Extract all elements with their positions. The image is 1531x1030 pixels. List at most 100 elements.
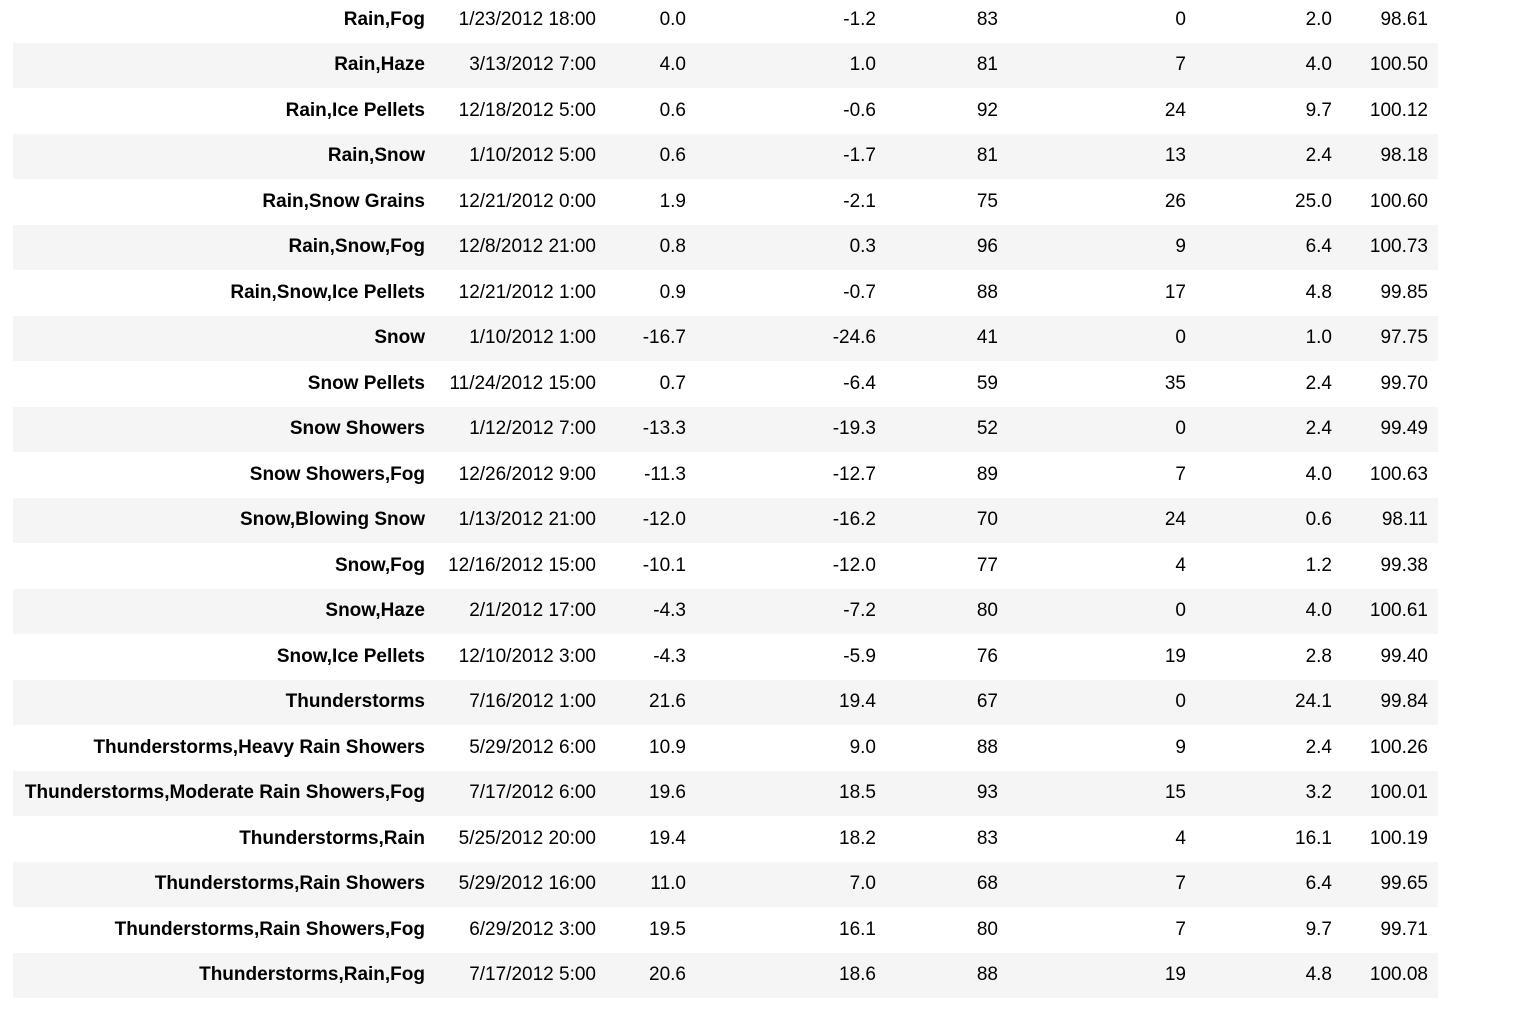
table-row: Snow Showers 1/12/2012 7:00 -13.3 -19.3 … xyxy=(13,406,1438,452)
temperature-cell: 21.6 xyxy=(649,691,686,713)
visibility-cell: 2.0 xyxy=(1305,8,1332,30)
table-row: Snow,Ice Pellets 12/10/2012 3:00 -4.3 -5… xyxy=(13,634,1438,680)
table-row: Rain,Snow,Ice Pellets 12/21/2012 1:00 0.… xyxy=(13,270,1438,316)
dew-point-cell: -16.2 xyxy=(832,509,876,531)
table-row: Thunderstorms,Rain Showers,Fog 6/29/2012… xyxy=(13,907,1438,953)
dew-point-cell: -24.6 xyxy=(832,327,876,349)
dew-point-cell: 1.0 xyxy=(849,54,876,76)
temperature-cell: -12.0 xyxy=(642,509,686,531)
row-index-label: Rain,Snow Grains xyxy=(262,190,425,212)
visibility-cell: 9.7 xyxy=(1305,99,1332,121)
row-index-label: Rain,Haze xyxy=(334,54,425,76)
pressure-cell: 99.85 xyxy=(1380,281,1428,303)
temperature-cell: 0.6 xyxy=(659,99,686,121)
humidity-cell: 70 xyxy=(976,509,998,531)
wind-speed-cell: 26 xyxy=(1164,190,1186,212)
table-row: Thunderstorms,Rain Showers 5/29/2012 16:… xyxy=(13,861,1438,907)
humidity-cell: 88 xyxy=(976,736,998,758)
visibility-cell: 4.0 xyxy=(1305,600,1332,622)
wind-speed-cell: 9 xyxy=(1175,236,1186,258)
humidity-cell: 41 xyxy=(976,327,998,349)
visibility-cell: 2.8 xyxy=(1305,645,1332,667)
dew-point-cell: 16.1 xyxy=(839,918,876,940)
date-time-cell: 12/21/2012 0:00 xyxy=(458,190,596,212)
date-time-cell: 7/17/2012 5:00 xyxy=(469,964,596,986)
visibility-cell: 2.4 xyxy=(1305,372,1332,394)
weather-min-table: Rain,Fog 1/23/2012 18:00 0.0 -1.2 83 0 2… xyxy=(13,0,1438,998)
row-index-label: Rain,Snow xyxy=(327,145,425,167)
visibility-cell: 4.8 xyxy=(1305,964,1332,986)
date-time-cell: 12/16/2012 15:00 xyxy=(448,554,596,576)
pressure-cell: 100.01 xyxy=(1369,782,1428,804)
pressure-cell: 99.84 xyxy=(1380,691,1428,713)
table-row: Thunderstorms,Heavy Rain Showers 5/29/20… xyxy=(13,725,1438,771)
pressure-cell: 100.61 xyxy=(1369,600,1428,622)
date-time-cell: 5/29/2012 16:00 xyxy=(458,873,596,895)
visibility-cell: 4.0 xyxy=(1305,463,1332,485)
humidity-cell: 67 xyxy=(976,691,998,713)
table-row: Snow Pellets 11/24/2012 15:00 0.7 -6.4 5… xyxy=(13,361,1438,407)
wind-speed-cell: 15 xyxy=(1164,782,1186,804)
pressure-cell: 100.60 xyxy=(1369,190,1428,212)
row-index-label: Snow Showers xyxy=(289,418,425,440)
wind-speed-cell: 13 xyxy=(1164,145,1186,167)
temperature-cell: 4.0 xyxy=(659,54,686,76)
dew-point-cell: -7.2 xyxy=(843,600,876,622)
date-time-cell: 7/17/2012 6:00 xyxy=(469,782,596,804)
date-time-cell: 11/24/2012 15:00 xyxy=(449,372,596,394)
wind-speed-cell: 19 xyxy=(1164,645,1186,667)
dew-point-cell: -19.3 xyxy=(832,418,876,440)
table-row: Rain,Snow 1/10/2012 5:00 0.6 -1.7 81 13 … xyxy=(13,133,1438,179)
row-index-label: Thunderstorms,Rain xyxy=(239,827,425,849)
visibility-cell: 6.4 xyxy=(1305,236,1332,258)
dew-point-cell: -0.6 xyxy=(843,99,876,121)
pressure-cell: 99.70 xyxy=(1380,372,1428,394)
pressure-cell: 100.12 xyxy=(1369,99,1428,121)
temperature-cell: -16.7 xyxy=(642,327,686,349)
temperature-cell: 0.9 xyxy=(659,281,686,303)
temperature-cell: 1.9 xyxy=(659,190,686,212)
table-row: Rain,Snow,Fog 12/8/2012 21:00 0.8 0.3 96… xyxy=(13,224,1438,270)
humidity-cell: 88 xyxy=(976,964,998,986)
date-time-cell: 2/1/2012 17:00 xyxy=(469,600,596,622)
row-index-label: Rain,Fog xyxy=(343,8,425,30)
dew-point-cell: -5.9 xyxy=(843,645,876,667)
humidity-cell: 96 xyxy=(976,236,998,258)
humidity-cell: 76 xyxy=(976,645,998,667)
row-index-label: Thunderstorms,Rain,Fog xyxy=(199,964,425,986)
temperature-cell: -4.3 xyxy=(653,645,686,667)
table-row: Rain,Fog 1/23/2012 18:00 0.0 -1.2 83 0 2… xyxy=(13,0,1438,43)
visibility-cell: 3.2 xyxy=(1305,782,1332,804)
visibility-cell: 2.4 xyxy=(1305,418,1332,440)
table-row: Thunderstorms,Rain,Fog 7/17/2012 5:00 20… xyxy=(13,952,1438,998)
temperature-cell: 10.9 xyxy=(649,736,686,758)
visibility-cell: 4.8 xyxy=(1305,281,1332,303)
pressure-cell: 99.65 xyxy=(1380,873,1428,895)
date-time-cell: 12/8/2012 21:00 xyxy=(458,236,596,258)
pressure-cell: 98.11 xyxy=(1381,509,1428,531)
visibility-cell: 1.0 xyxy=(1305,327,1332,349)
temperature-cell: 0.7 xyxy=(659,372,686,394)
humidity-cell: 77 xyxy=(976,554,998,576)
wind-speed-cell: 7 xyxy=(1175,463,1186,485)
temperature-cell: 20.6 xyxy=(649,964,686,986)
row-index-label: Thunderstorms,Heavy Rain Showers xyxy=(93,736,425,758)
visibility-cell: 2.4 xyxy=(1305,145,1332,167)
humidity-cell: 68 xyxy=(976,873,998,895)
dew-point-cell: -2.1 xyxy=(843,190,876,212)
temperature-cell: -10.1 xyxy=(642,554,686,576)
wind-speed-cell: 0 xyxy=(1175,691,1186,713)
dew-point-cell: 18.5 xyxy=(839,782,876,804)
dew-point-cell: 19.4 xyxy=(839,691,876,713)
wind-speed-cell: 17 xyxy=(1164,281,1186,303)
row-index-label: Snow Showers,Fog xyxy=(249,463,425,485)
row-index-label: Snow,Ice Pellets xyxy=(276,645,425,667)
wind-speed-cell: 19 xyxy=(1164,964,1186,986)
table-body: Rain,Fog 1/23/2012 18:00 0.0 -1.2 83 0 2… xyxy=(13,0,1438,998)
temperature-cell: 0.8 xyxy=(659,236,686,258)
humidity-cell: 81 xyxy=(976,145,998,167)
wind-speed-cell: 4 xyxy=(1175,827,1186,849)
date-time-cell: 6/29/2012 3:00 xyxy=(469,918,596,940)
pressure-cell: 100.50 xyxy=(1369,54,1428,76)
pressure-cell: 97.75 xyxy=(1380,327,1428,349)
